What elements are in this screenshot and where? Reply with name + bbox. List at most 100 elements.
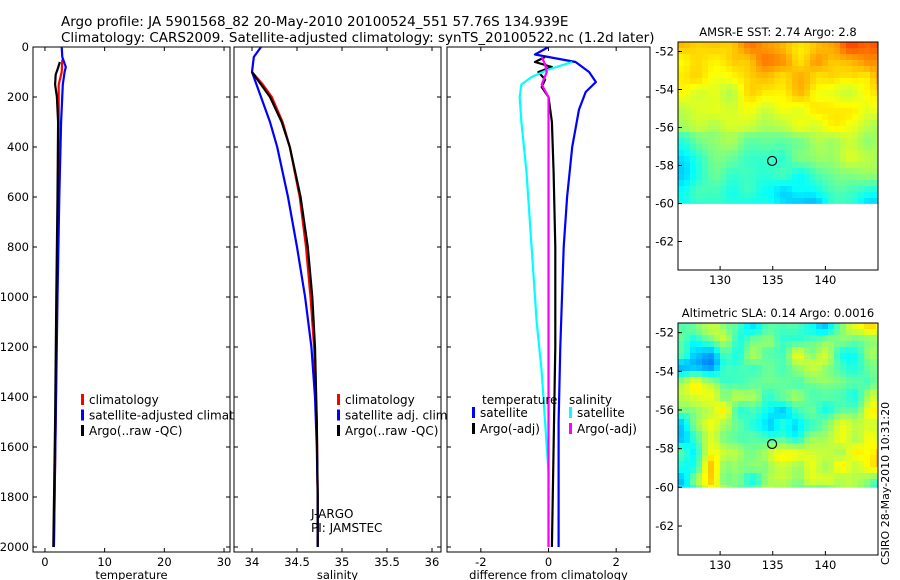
- sst_map-cell: [684, 66, 691, 73]
- sst_map-cell: [786, 78, 793, 85]
- sla_map-cell: [690, 467, 697, 474]
- sst_map-cell: [828, 78, 835, 85]
- sla_map-cell: [696, 413, 703, 420]
- sst_map-cell: [738, 150, 745, 157]
- sst_map-cell: [810, 168, 817, 175]
- sla_map-cell: [750, 437, 757, 444]
- sla_map-cell: [702, 341, 709, 348]
- sla_map-cell: [852, 353, 859, 360]
- temperature-ytick-label: 400: [7, 140, 29, 154]
- sla_map-cell: [684, 437, 691, 444]
- sst_map-cell: [732, 102, 739, 109]
- sla_map-cell: [690, 389, 697, 396]
- sst_map-cell: [774, 186, 781, 193]
- sst_map-cell: [744, 174, 751, 181]
- sst_map-cell: [756, 126, 763, 133]
- temperature-legend-label: Argo(..raw -QC): [89, 424, 182, 438]
- sla_map-cell: [780, 431, 787, 438]
- sla_map-cell: [714, 359, 721, 366]
- sla_map-cell: [876, 365, 879, 372]
- sla_map-cell: [798, 341, 805, 348]
- sla_map-cell: [798, 437, 805, 444]
- sla_map-cell: [738, 437, 745, 444]
- sst_map-cell: [774, 198, 781, 204]
- sla_map-title: Altimetric SLA: 0.14 Argo: 0.0016: [682, 306, 874, 320]
- sla_map-cell: [780, 443, 787, 450]
- sla_map-cell: [696, 479, 703, 486]
- sst_map-cell: [768, 132, 775, 139]
- sst_map-cell: [678, 60, 685, 67]
- sst_map-cell: [876, 162, 879, 169]
- sst_map-cell: [714, 66, 721, 73]
- sla_map-cell: [852, 347, 859, 354]
- sla_map-cell: [774, 383, 781, 390]
- sst_map-cell: [846, 162, 853, 169]
- sla_map-cell: [792, 353, 799, 360]
- sla_map-cell: [744, 377, 751, 384]
- sst_map-cell: [774, 108, 781, 115]
- sst_map-cell: [732, 90, 739, 97]
- sla_map-cell: [804, 365, 811, 372]
- sla_map-cell: [798, 449, 805, 456]
- sla_map-cell: [792, 329, 799, 336]
- difference-xtick-label: 2: [613, 555, 620, 569]
- sla_map-cell: [696, 377, 703, 384]
- sst_map-cell: [708, 132, 715, 139]
- sst_map-cell: [852, 186, 859, 193]
- sst_map-cell: [864, 48, 871, 55]
- sst_map-cell: [858, 78, 865, 85]
- sla_map-cell: [684, 473, 691, 480]
- sla_map-cell: [696, 431, 703, 438]
- sla_map-cell: [840, 347, 847, 354]
- sla_map-cell: [708, 335, 715, 342]
- sst_map-cell: [774, 120, 781, 127]
- sst_map-cell: [756, 60, 763, 67]
- sst_map-cell: [744, 48, 751, 55]
- sst_map-cell: [690, 192, 697, 199]
- sst_map-cell: [774, 90, 781, 97]
- sla_map-cell: [822, 383, 829, 390]
- sst_map-cell: [822, 186, 829, 193]
- sst_map-cell: [834, 168, 841, 175]
- sst_map-cell: [750, 168, 757, 175]
- sla_map-cell: [816, 419, 823, 426]
- sst_map-cell: [720, 96, 727, 103]
- sla_map-cell: [690, 371, 697, 378]
- sla_map-cell: [786, 461, 793, 468]
- sla_map-cell: [768, 443, 775, 450]
- sla_map-cell: [768, 395, 775, 402]
- sst_map-ytick-label: -54: [655, 83, 674, 97]
- sla_map-cell: [876, 461, 879, 468]
- sst_map-cell: [786, 180, 793, 187]
- sst_map-cell: [798, 132, 805, 139]
- sla_map-cell: [846, 365, 853, 372]
- sla_map-cell: [708, 449, 715, 456]
- sst_map-cell: [732, 198, 739, 204]
- sla_map-cell: [678, 359, 685, 366]
- sst_map-cell: [828, 48, 835, 55]
- sla_map-ytick-label: -60: [655, 480, 674, 494]
- sla_map-cell: [780, 401, 787, 408]
- sst_map-cell: [822, 132, 829, 139]
- sst_map-cell: [738, 162, 745, 169]
- sla_map-cell: [714, 461, 721, 468]
- sst_map-cell: [828, 126, 835, 133]
- sst_map-cell: [810, 150, 817, 157]
- sst_map-cell: [852, 120, 859, 127]
- sst_map-cell: [870, 144, 877, 151]
- sst_map-cell: [708, 144, 715, 151]
- sst_map-cell: [756, 90, 763, 97]
- sst_map-cell: [798, 72, 805, 79]
- sst_map-cell: [810, 54, 817, 61]
- sst_map-cell: [774, 162, 781, 169]
- sst_map-cell: [678, 72, 685, 79]
- sst_map-cell: [750, 162, 757, 169]
- sla_map-cell: [738, 353, 745, 360]
- sla_map-cell: [684, 341, 691, 348]
- sst_map-cell: [828, 84, 835, 91]
- sla_map-cell: [792, 425, 799, 432]
- sla_map-cell: [816, 443, 823, 450]
- sla_map-cell: [870, 485, 877, 488]
- sst_map-cell: [858, 48, 865, 55]
